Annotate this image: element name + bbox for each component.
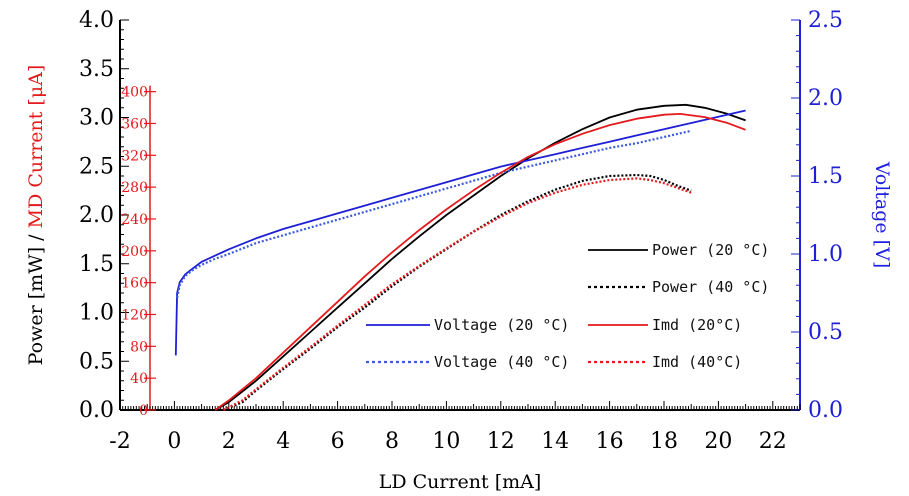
md-y-tick-label: 400 [121, 85, 148, 101]
left-y-tick-label: 1.0 [79, 301, 114, 326]
left-y-axis-title-power: Power [mW] / [25, 228, 47, 365]
series-line-1 [223, 175, 691, 410]
right-y-axis-title: Voltage [V] [871, 161, 893, 268]
x-tick-label: 0 [167, 429, 181, 454]
right-y-tick-label: 1.5 [808, 164, 843, 189]
left-y-tick-label: 1.5 [79, 252, 114, 277]
legend-label: Imd (20°C) [652, 316, 742, 334]
md-y-tick-label: 80 [130, 339, 148, 355]
x-tick-label: 18 [650, 429, 678, 454]
left-y-tick-label: 2.0 [79, 203, 114, 228]
legend-label: Power (20 °C) [652, 241, 769, 259]
x-tick-label: 2 [222, 429, 236, 454]
x-tick-label: 20 [704, 429, 732, 454]
md-y-tick-label: 200 [121, 244, 148, 260]
x-axis-title: LD Current [mA] [379, 471, 542, 493]
right-y-tick-label: 2.5 [808, 8, 843, 33]
right-y-tick-label: 2.0 [808, 86, 843, 111]
left-y-tick-label: 2.5 [79, 154, 114, 179]
md-y-tick-label: 120 [121, 307, 148, 323]
legend-label: Power (40 °C) [652, 278, 769, 296]
x-tick-label: 12 [487, 429, 515, 454]
left-y-axis-title: Power [mW] / MD Current [μA] [25, 65, 47, 366]
x-tick-label: 22 [759, 429, 787, 454]
legend-label: Voltage (40 °C) [434, 353, 569, 371]
x-tick-label: 8 [385, 429, 399, 454]
series-line-3 [177, 131, 691, 298]
right-y-tick-label: 0.0 [808, 398, 843, 423]
md-y-tick-label: 160 [121, 276, 148, 292]
left-y-tick-label: 0.5 [79, 349, 114, 374]
x-tick-label: 14 [541, 429, 569, 454]
md-y-tick-label: 0 [139, 403, 148, 419]
md-y-tick-label: 360 [121, 116, 148, 132]
md-y-tick-label: 40 [130, 371, 148, 387]
right-y-tick-label: 1.0 [808, 242, 843, 267]
left-y-tick-label: 3.5 [79, 57, 114, 82]
left-y-tick-label: 0.0 [79, 398, 114, 423]
x-tick-label: 6 [331, 429, 345, 454]
md-y-tick-label: 280 [121, 180, 148, 196]
left-y-axis-title-md: MD Current [μA] [25, 65, 47, 229]
x-tick-label: -2 [109, 429, 130, 454]
x-tick-label: 10 [432, 429, 460, 454]
legend-label: Imd (40°C) [652, 353, 742, 371]
legend-label: Voltage (20 °C) [434, 316, 569, 334]
right-y-tick-label: 0.5 [808, 320, 843, 345]
md-y-tick-label: 240 [121, 212, 148, 228]
series-line-5 [223, 178, 691, 410]
md-y-tick-label: 320 [121, 148, 148, 164]
left-y-tick-label: 3.0 [79, 106, 114, 131]
left-y-tick-label: 4.0 [79, 8, 114, 33]
x-tick-label: 4 [276, 429, 290, 454]
axes-layer: -2 0 2 4 6 8 10 12 14 16 18 20 22 0.0 0.5 1.0 1.5 2.0 2.5 3… [79, 8, 843, 454]
x-tick-label: 16 [596, 429, 624, 454]
